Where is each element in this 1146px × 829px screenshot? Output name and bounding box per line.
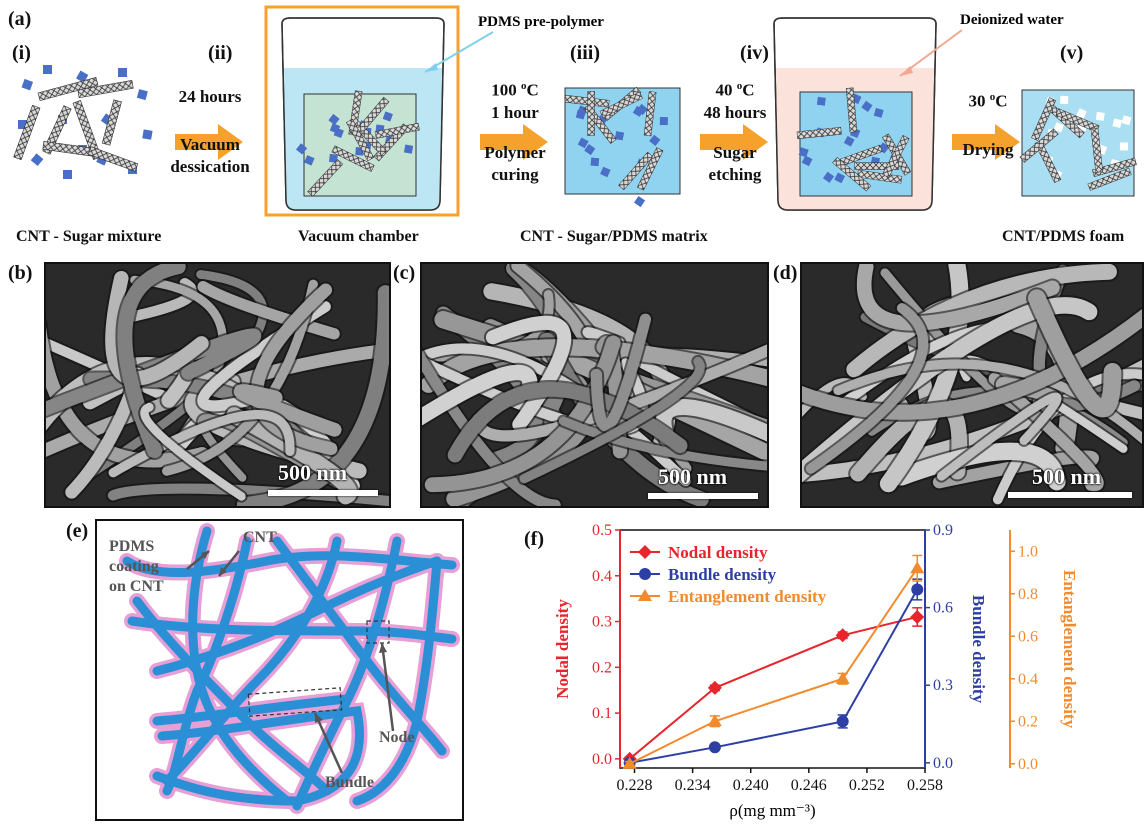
- scale-bar-d: [1008, 492, 1132, 498]
- stage-ii-label: (ii): [208, 42, 233, 64]
- left-tick-label: 0.5: [592, 522, 612, 539]
- bundle-tick-label: 0.9: [933, 522, 953, 539]
- x-tick-label: 0.240: [733, 777, 769, 794]
- entanglement-tick-label: 1.0: [1018, 543, 1038, 560]
- panel-a-label: (a): [8, 8, 32, 30]
- pdms-coating-label: PDMS coating on CNT: [109, 538, 164, 595]
- entanglement-tick-label: 0.6: [1018, 628, 1038, 645]
- panel-f-label: (f): [524, 528, 544, 550]
- fabrication-schematic: [13, 5, 1137, 217]
- panel-c-label: (c): [393, 262, 416, 284]
- scale-label-c: 500 nm: [658, 464, 728, 489]
- panel-b-label: (b): [8, 262, 33, 284]
- caption-vacuum: Vacuum chamber: [298, 228, 419, 245]
- x-tick-label: 0.234: [675, 777, 711, 794]
- left-tick-label: 0.1: [592, 705, 612, 722]
- bundle-density-point: [911, 583, 924, 596]
- legend-marker: [638, 545, 652, 559]
- panel-e-label: (e): [66, 520, 89, 542]
- step-2-text: 100 oC 1 hour Polymer curing: [465, 75, 565, 186]
- sem-image-c: 500 nm: [420, 262, 769, 508]
- legend-marker: [638, 589, 652, 601]
- bundle-density-point: [708, 741, 721, 754]
- entanglement-density-point: [707, 714, 722, 727]
- x-axis-label: ρ(mg mm⁻³): [729, 801, 815, 820]
- stage-iii-label: (iii): [570, 42, 600, 64]
- scale-bar-c: [648, 493, 758, 499]
- stage-v-label: (v): [1060, 42, 1084, 64]
- panel-d-label: (d): [773, 262, 798, 284]
- entanglement-tick-label: 0.0: [1018, 756, 1038, 773]
- bundle-tick-label: 0.6: [933, 600, 953, 617]
- x-tick-label: 0.258: [907, 777, 943, 794]
- sem-image-d: 500 nm: [800, 262, 1144, 508]
- cnt-sugar-mixture: [13, 65, 153, 179]
- caption-matrix: CNT - Sugar/PDMS matrix: [520, 228, 708, 245]
- caption-mixture: CNT - Sugar mixture: [16, 228, 162, 245]
- density-chart: Nodal density Bundle density Entanglemen…: [553, 522, 1079, 820]
- entanglement-tick-label: 0.4: [1018, 671, 1038, 688]
- step-3-text: 40 oC 48 hours Sugar etching: [703, 80, 767, 184]
- prepolymer-callout: PDMS pre-polymer: [478, 14, 604, 30]
- legend-label: Bundle density: [668, 565, 777, 584]
- scale-label-b: 500 nm: [278, 460, 348, 485]
- sem-image-b: 500 nm: [44, 262, 391, 508]
- entanglement-density-point: [910, 561, 925, 574]
- left-tick-label: 0.3: [592, 614, 612, 631]
- entanglement-density-axis-label: Entanglement density: [1060, 570, 1079, 729]
- stage-iv-label: (iv): [740, 42, 769, 64]
- water-callout: Deionized water: [960, 12, 1064, 28]
- bundle-tick-label: 0.3: [933, 677, 953, 694]
- network-schematic: PDMS coating on CNT CNT Node Bundle: [95, 519, 464, 821]
- nodal-density-axis-label: Nodal density: [553, 599, 572, 699]
- x-tick-label: 0.246: [791, 777, 827, 794]
- nodal-density-line: [629, 615, 918, 760]
- nodal-density-point: [835, 628, 850, 643]
- nodal-density-point: [707, 680, 722, 695]
- left-tick-label: 0.2: [592, 659, 612, 676]
- step-1-text: 24 hours Vacuum dessication: [170, 87, 250, 176]
- scale-label-d: 500 nm: [1032, 464, 1102, 489]
- legend-label: Nodal density: [668, 543, 768, 562]
- entanglement-tick-label: 0.2: [1018, 713, 1038, 730]
- entanglement-tick-label: 0.8: [1018, 586, 1038, 603]
- stage-i-label: (i): [12, 42, 31, 64]
- cnt-label: CNT: [243, 529, 277, 546]
- bundle-label: Bundle: [325, 774, 374, 791]
- bundle-density-point: [836, 715, 849, 728]
- scale-bar-b: [268, 490, 378, 496]
- step-4-text: 30 oC Drying: [962, 91, 1014, 159]
- left-tick-label: 0.4: [592, 568, 612, 585]
- entanglement-density-point: [835, 671, 850, 684]
- nodal-density-point: [910, 609, 925, 624]
- caption-foam: CNT/PDMS foam: [1002, 228, 1125, 245]
- legend-label: Entanglement density: [668, 587, 827, 606]
- step-2-temperature: 100 oC: [491, 80, 539, 100]
- entanglement-density-point: [622, 756, 637, 769]
- bundle-tick-label: 0.0: [933, 755, 953, 772]
- bundle-density-axis-label: Bundle density: [969, 595, 988, 704]
- x-tick-label: 0.228: [617, 777, 653, 794]
- bundle-density-line: [629, 589, 919, 764]
- legend-marker: [639, 568, 651, 580]
- node-label: Node: [379, 729, 415, 746]
- x-tick-label: 0.252: [849, 777, 885, 794]
- entanglement-density-line: [629, 567, 919, 765]
- left-tick-label: 0.0: [592, 751, 612, 768]
